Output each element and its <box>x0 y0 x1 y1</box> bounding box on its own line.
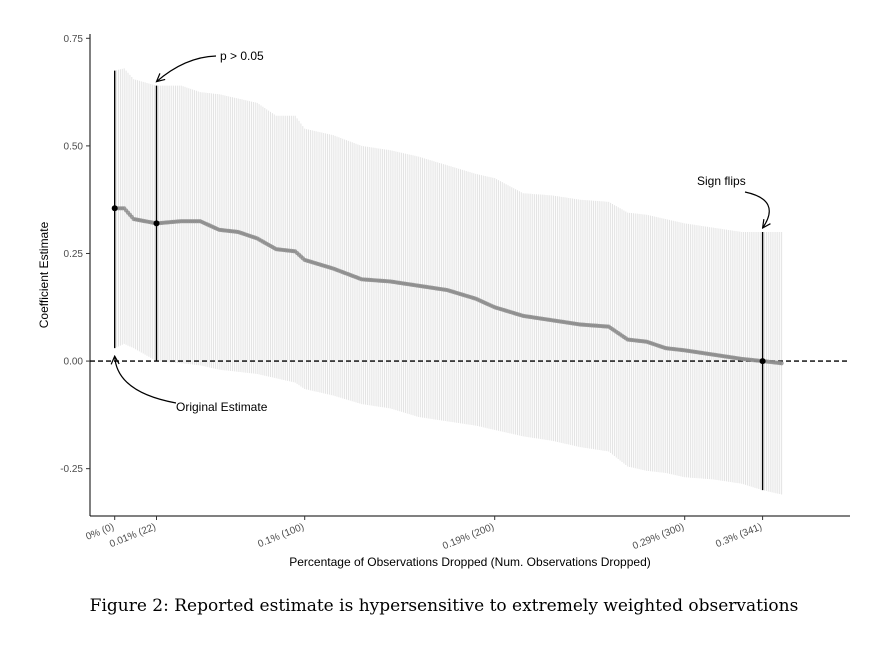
highlighted-estimates <box>111 70 766 491</box>
annotation-label: Original Estimate <box>176 400 268 414</box>
highlight-point <box>111 205 118 212</box>
y-tick-label: 0.75 <box>64 34 84 45</box>
annotation-arrow <box>157 55 217 82</box>
x-tick-label: 0.01% (22) <box>108 522 157 551</box>
annotation-arrow <box>115 356 177 404</box>
annotations: Original Estimate p > 0.05 Sign flips <box>115 49 770 414</box>
x-tick-label: 0.19% (200) <box>441 522 496 553</box>
y-axis-title: Coefficient Estimate <box>37 221 51 328</box>
x-tick-label: 0.3% (341) <box>714 522 763 551</box>
annotation-arrow <box>744 191 769 228</box>
y-tick-label: 0.00 <box>64 357 84 368</box>
y-tick-label: -0.25 <box>60 464 83 475</box>
coefficient-chart: 0.750.500.250.00-0.250% (0)0.01% (22) 0.1… <box>37 34 850 569</box>
highlight-point <box>759 358 766 365</box>
x-tick-label: 0.29% (300) <box>631 522 686 553</box>
y-tick-label: 0.50 <box>64 141 84 152</box>
confidence-bands <box>114 68 783 495</box>
highlight-point <box>153 220 160 227</box>
y-tick-label: 0.25 <box>64 249 84 260</box>
x-axis-title: Percentage of Observations Dropped (Num.… <box>289 555 651 569</box>
annotation-label: Sign flips <box>697 174 746 188</box>
figure-caption: Figure 2: Reported estimate is hypersens… <box>89 596 799 616</box>
annotation-label: p > 0.05 <box>220 49 264 63</box>
estimate-point <box>779 361 784 366</box>
x-tick-label: 0.1% (100) <box>256 522 305 551</box>
estimate-points <box>112 206 784 366</box>
